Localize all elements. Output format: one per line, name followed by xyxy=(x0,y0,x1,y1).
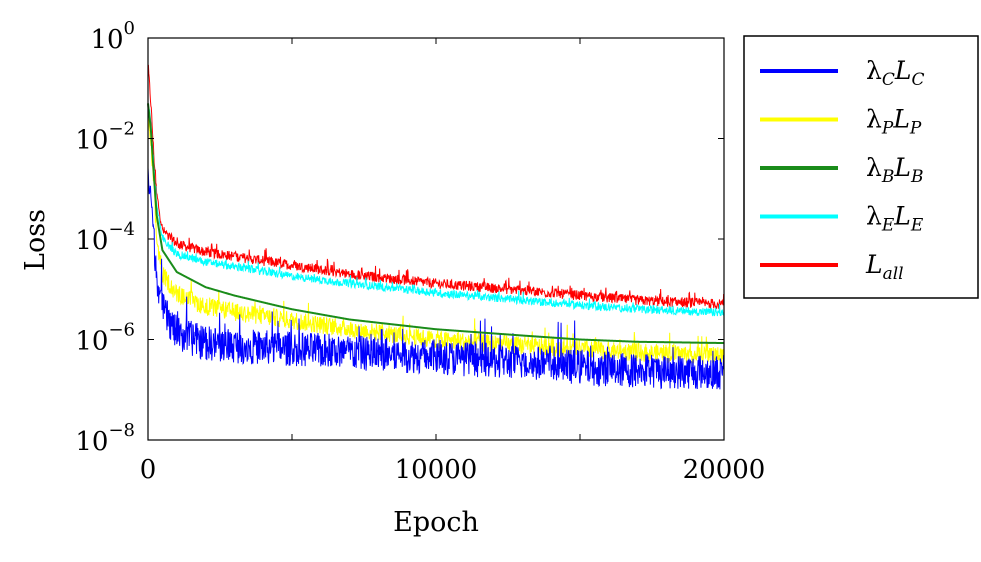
y-tick-label: 10−2 xyxy=(75,119,135,156)
ticks-layer: 0 10000 20000 10−8 10−6 10−4 10−2 100 xyxy=(75,18,765,485)
series-line-c xyxy=(147,167,725,390)
series-layer xyxy=(147,64,725,390)
x-axis-label: Epoch xyxy=(393,507,479,538)
y-tick-label: 10−4 xyxy=(75,219,135,256)
legend-entry-label: λPLP xyxy=(866,105,922,139)
legend-entry-label: λELE xyxy=(866,202,924,236)
legend: λCLC λPLP λBLB λELE Lall xyxy=(743,35,979,299)
series-line-e xyxy=(147,103,725,317)
y-tick-label: 10−6 xyxy=(75,320,135,357)
legend-entry-label: λBLB xyxy=(866,153,923,187)
series-line-b xyxy=(147,103,725,345)
series-line-p xyxy=(147,118,725,365)
y-tick-label: 100 xyxy=(90,18,135,55)
x-tick-label: 20000 xyxy=(683,455,766,485)
x-tick-label: 0 xyxy=(140,455,157,485)
x-tick-label: 10000 xyxy=(395,455,478,485)
y-axis-label: Loss xyxy=(20,209,51,271)
legend-entry-label: Lall xyxy=(865,250,904,284)
legend-entry-label: λCLC xyxy=(866,56,925,90)
y-tick-label: 10−8 xyxy=(75,420,135,457)
series-line-all xyxy=(147,64,725,310)
